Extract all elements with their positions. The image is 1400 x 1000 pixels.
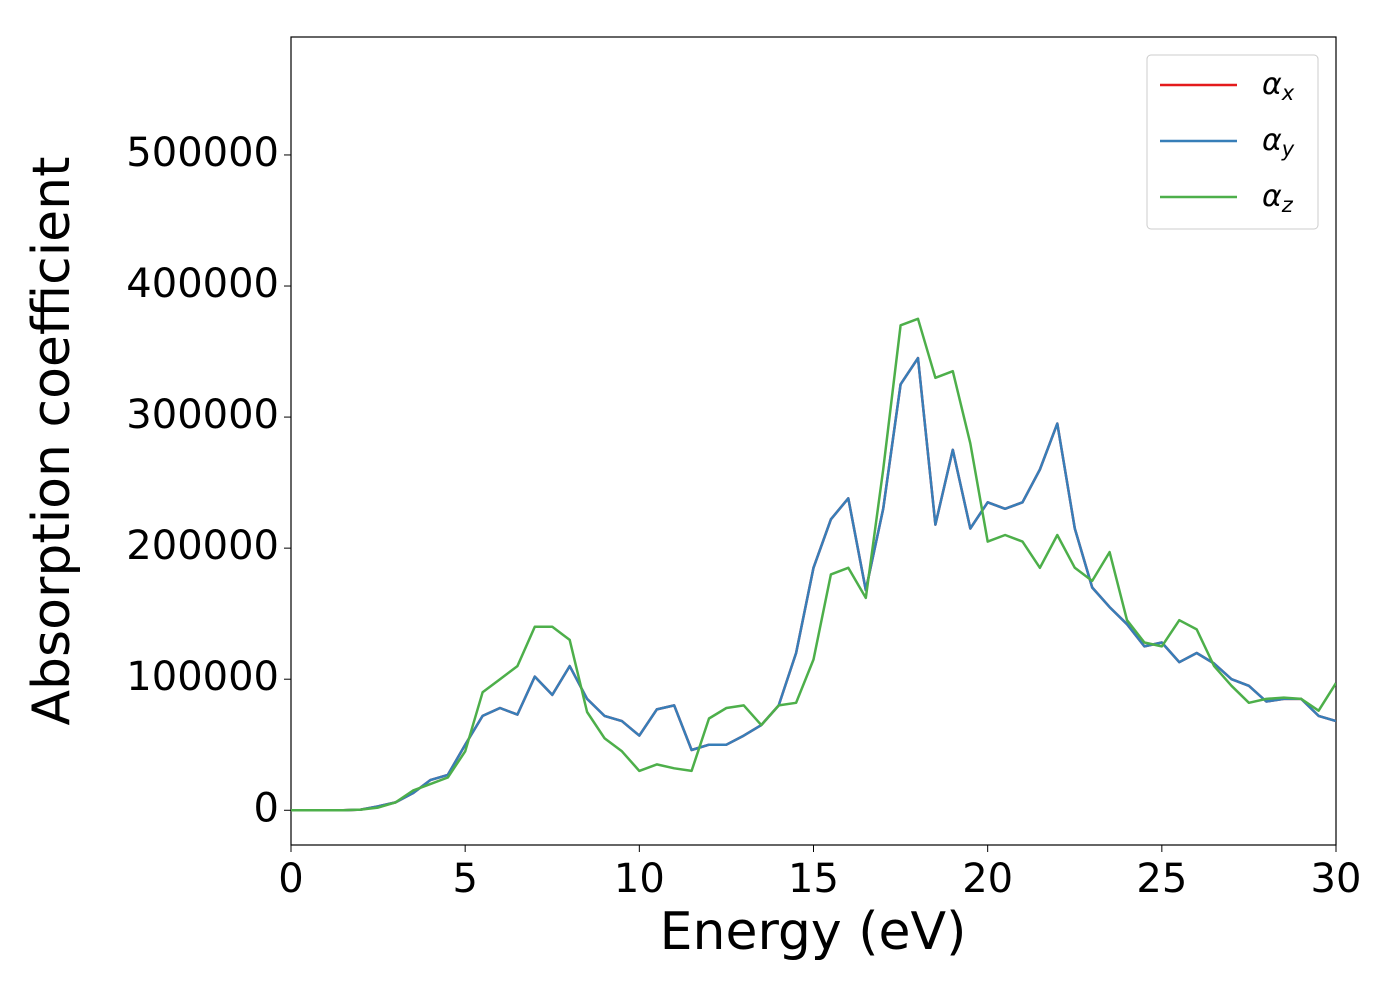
legend-label: αz — [1262, 179, 1294, 218]
x-tick-label: 15 — [788, 856, 839, 902]
x-tick-label: 0 — [278, 856, 303, 902]
x-tick-label: 30 — [1311, 856, 1362, 902]
y-tick-label: 300000 — [126, 392, 279, 438]
x-tick-label: 10 — [614, 856, 665, 902]
data-line — [291, 317, 1336, 812]
x-axis-label: Energy (eV) — [660, 902, 967, 962]
y-tick-label: 0 — [254, 785, 279, 831]
y-tick-label: 100000 — [126, 654, 279, 700]
data-line — [291, 356, 1336, 812]
x-tick-label: 5 — [452, 856, 477, 902]
x-tick-label: 20 — [962, 856, 1013, 902]
legend-label: αy — [1262, 123, 1295, 162]
x-tick-label: 25 — [1136, 856, 1187, 902]
data-line — [291, 356, 1336, 812]
y-axis-label: Absorption coefficient — [22, 156, 82, 725]
y-tick-label: 400000 — [126, 261, 279, 307]
plot-area — [291, 317, 1336, 812]
legend-label: αx — [1262, 67, 1295, 106]
y-tick-label: 500000 — [126, 130, 279, 176]
y-tick-label: 200000 — [126, 523, 279, 569]
